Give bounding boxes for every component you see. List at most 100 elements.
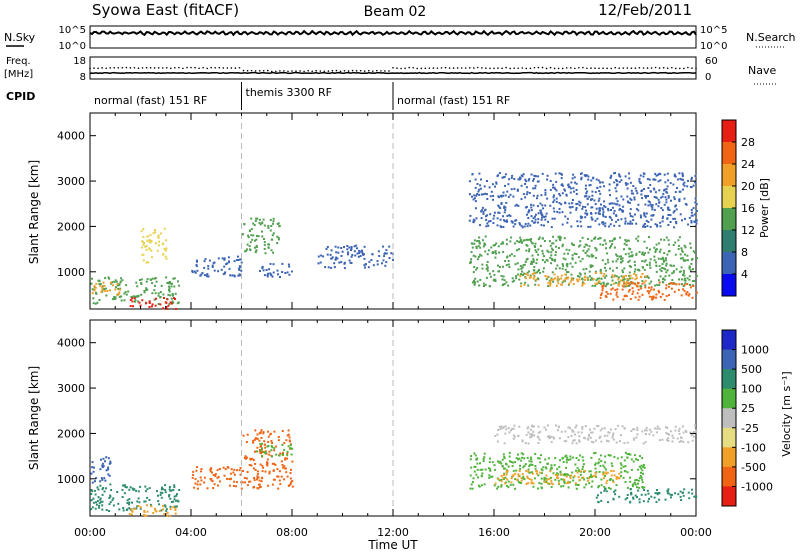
data-cell [477,255,480,258]
data-cell [472,271,475,274]
data-cell [680,440,683,442]
data-cell [255,238,258,241]
data-cell [657,180,660,183]
data-cell [556,474,559,477]
data-cell [584,184,587,187]
colorbar-tick-label: 4 [741,268,748,281]
data-cell [569,481,572,484]
data-cell [602,211,605,214]
data-cell [498,205,501,208]
data-cell [603,489,606,492]
data-cell [592,254,595,257]
data-cell [493,211,496,214]
data-cell [647,204,650,207]
data-cell [277,475,280,478]
data-cell [477,476,479,479]
colorbar-tick-label: 8 [741,246,748,259]
data-cell [283,467,286,470]
data-cell [602,464,605,467]
data-cell [571,199,574,201]
data-cell [270,225,273,227]
data-cell [358,252,361,254]
data-cell [605,247,607,250]
data-cell [581,284,584,287]
data-cell [151,292,154,295]
data-cell [659,268,662,271]
data-cell [172,506,175,509]
data-cell [574,482,577,485]
data-cell [532,430,535,433]
data-cell [479,253,481,256]
data-cell [151,282,154,285]
data-cell [98,283,101,286]
data-cell [471,246,474,249]
data-cell [121,496,124,498]
data-cell [692,435,695,438]
data-cell [154,292,157,295]
data-cell [587,278,590,281]
data-cell [513,178,516,180]
data-cell [657,289,660,292]
data-cell [633,270,636,273]
data-cell [517,241,520,244]
data-cell [550,482,553,485]
nave-dot [299,70,301,72]
data-cell [516,262,519,265]
data-cell [470,251,473,254]
data-cell [262,218,265,221]
data-cell [570,273,573,276]
data-cell [588,470,591,473]
data-cell [629,215,632,217]
data-cell [117,502,120,505]
data-cell [662,258,665,261]
data-cell [624,220,627,223]
data-cell [635,277,638,280]
data-cell [637,282,640,285]
data-cell [619,236,622,239]
data-cell [480,484,483,487]
data-cell [586,254,589,257]
data-cell [543,224,545,227]
data-cell [623,278,626,281]
data-cell [587,238,589,240]
data-cell [168,495,170,498]
data-cell [532,485,535,488]
data-cell [603,200,606,203]
data-cell [503,205,506,208]
data-cell [116,284,119,287]
data-cell [665,259,667,262]
data-cell [482,460,485,463]
data-cell [512,437,515,440]
data-cell [641,469,644,472]
data-cell [638,477,641,480]
data-cell [611,279,614,282]
data-cell [502,194,505,197]
data-cell [632,497,635,500]
data-cell [101,289,104,292]
data-cell [690,208,693,211]
data-cell [146,496,149,499]
data-cell [167,293,170,296]
nave-dot [501,67,503,70]
data-cell [473,266,476,268]
data-cell [516,249,518,252]
data-cell [653,196,656,198]
data-cell [252,439,255,442]
data-cell [120,299,123,302]
data-cell [680,437,683,440]
data-cell [643,253,645,256]
data-cell [555,472,558,475]
data-cell [288,436,291,439]
data-cell [486,214,489,217]
data-cell [681,172,684,175]
data-cell [637,203,640,206]
data-cell [534,249,537,252]
data-cell [604,488,607,490]
data-cell [602,221,605,224]
data-cell [571,257,574,260]
data-cell [172,500,175,503]
data-cell [485,215,487,218]
data-cell [177,280,179,283]
data-cell [171,282,173,285]
data-cell [266,274,269,277]
